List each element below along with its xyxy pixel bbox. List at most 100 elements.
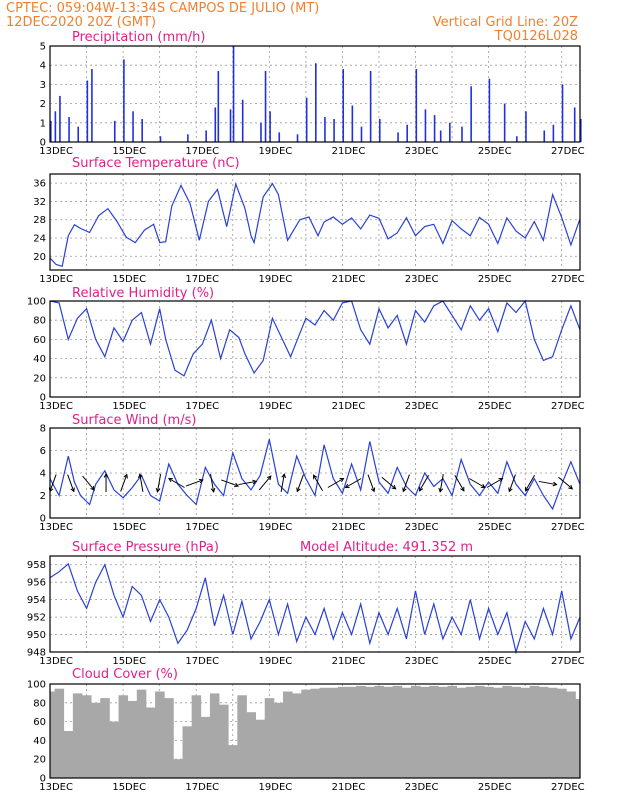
precipitation-bar bbox=[324, 117, 326, 142]
cloud-cover-bar bbox=[81, 695, 92, 778]
wind-arrow-head bbox=[344, 483, 350, 489]
wind-arrow-head bbox=[155, 487, 161, 493]
precipitation-bar bbox=[333, 118, 335, 142]
wind-arrow-head bbox=[438, 487, 444, 493]
pressure-xtick-label: 17DEC bbox=[185, 656, 219, 667]
cloud-cover-bar bbox=[319, 687, 330, 778]
wind-arrow bbox=[67, 474, 75, 492]
wind-xtick-label: 25DEC bbox=[478, 522, 512, 533]
precipitation-bar bbox=[433, 115, 436, 142]
humidity-ytick-label: 100 bbox=[27, 297, 46, 308]
wind-arrow bbox=[209, 474, 215, 492]
wind-arrow bbox=[469, 478, 486, 488]
temp-series-line bbox=[49, 181, 581, 268]
pressure-ytick-label: 948 bbox=[27, 648, 46, 659]
cloud-cover-bar bbox=[127, 700, 138, 778]
wind-arrow-head bbox=[313, 474, 318, 480]
precipitation-bar bbox=[573, 107, 576, 142]
humidity-xtick-label: 19DEC bbox=[259, 401, 293, 412]
pressure-ytick-label: 952 bbox=[27, 613, 46, 624]
wind-xtick-label: 23DEC bbox=[405, 522, 439, 533]
precipitation-bar bbox=[516, 136, 518, 142]
pressure-altitude-note: Model Altitude: 491.352 m bbox=[300, 540, 473, 555]
precip-xtick-label: 15DEC bbox=[112, 146, 146, 157]
humidity-xtick-label: 17DEC bbox=[185, 401, 219, 412]
cloud-cover-bar bbox=[529, 685, 540, 778]
cloud-cover-bar bbox=[155, 691, 165, 778]
cloud-cover-bar bbox=[54, 688, 65, 778]
precipitation-bar bbox=[552, 124, 555, 142]
cloud-cover-bar bbox=[465, 686, 476, 778]
precipitation-bar bbox=[580, 118, 582, 142]
cloud-cover-bar bbox=[337, 686, 348, 778]
wind-arrow-head bbox=[370, 487, 376, 493]
pressure-ytick-label: 950 bbox=[27, 630, 46, 641]
precipitation-bar bbox=[54, 111, 57, 142]
wind-arrow-head bbox=[498, 477, 504, 483]
pressure-ytick-label: 958 bbox=[27, 560, 46, 571]
cloud-ytick-label: 100 bbox=[27, 680, 46, 691]
cloud-frame bbox=[49, 683, 581, 779]
precipitation-bar bbox=[503, 103, 506, 142]
temp-ytick-label: 28 bbox=[33, 215, 46, 226]
cloud-cover-bar bbox=[374, 685, 384, 778]
temp-xtick-label: 27DEC bbox=[551, 274, 585, 285]
temp-xtick-label: 25DEC bbox=[478, 274, 512, 285]
temp-xtick-label: 17DEC bbox=[185, 274, 219, 285]
wind-series-line bbox=[49, 439, 581, 511]
wind-ytick-label: 8 bbox=[40, 424, 46, 435]
precipitation-bar bbox=[86, 80, 89, 142]
cloud-cover-bar bbox=[456, 687, 467, 778]
wind-arrow-head bbox=[198, 478, 204, 484]
cloud-xtick-label: 23DEC bbox=[405, 782, 439, 793]
cloud-cover-bar bbox=[310, 688, 320, 778]
precipitation-bar bbox=[406, 124, 408, 142]
precipitation-bar bbox=[378, 118, 381, 142]
cloud-cover-bar bbox=[164, 698, 174, 778]
precipitation-bar bbox=[241, 99, 244, 142]
cloud-cover-bar bbox=[474, 685, 485, 778]
wind-arrow-head bbox=[234, 482, 240, 488]
temp-ytick-label: 36 bbox=[33, 179, 46, 190]
wind-arrow bbox=[296, 474, 304, 492]
wind-ytick-label: 0 bbox=[40, 514, 46, 525]
wind-arrow-head bbox=[391, 484, 397, 490]
cloud-cover-bar bbox=[566, 691, 576, 778]
header-station: CPTEC: 059:04W-13:34S CAMPOS DE JULIO (M… bbox=[6, 1, 319, 16]
wind-arrow bbox=[238, 480, 257, 486]
cloud-cover-bar bbox=[63, 731, 74, 778]
precipitation-bar bbox=[397, 132, 399, 142]
precip-xtick-label: 19DEC bbox=[259, 146, 293, 157]
precipitation-bar bbox=[561, 84, 564, 142]
temp-ytick-label: 20 bbox=[33, 252, 46, 263]
cloud-cover-bar bbox=[182, 726, 193, 778]
wind-arrow-head bbox=[508, 487, 513, 493]
precip-ytick-label: 4 bbox=[40, 61, 46, 72]
wind-arrow bbox=[367, 474, 375, 492]
humidity-ytick-label: 40 bbox=[33, 354, 46, 365]
precip-ytick-label: 5 bbox=[40, 42, 46, 53]
humidity-xtick-label: 21DEC bbox=[332, 401, 366, 412]
precip-ytick-label: 3 bbox=[40, 80, 46, 91]
wind-arrow-head bbox=[296, 487, 301, 493]
cloud-cover-bar bbox=[283, 691, 293, 778]
precipitation-bar bbox=[187, 134, 189, 142]
pressure-ytick-label: 956 bbox=[27, 578, 46, 589]
cloud-cover-bar bbox=[484, 686, 494, 778]
precipitation-bar bbox=[525, 111, 527, 142]
cloud-cover-bar bbox=[548, 687, 558, 778]
pressure-series-line bbox=[49, 562, 581, 655]
precipitation-bar bbox=[296, 134, 299, 142]
wind-arrow-head bbox=[339, 477, 345, 483]
wind-arrow-head bbox=[252, 479, 258, 485]
cloud-cover-bar bbox=[392, 685, 403, 778]
cloud-ytick-label: 0 bbox=[40, 774, 46, 785]
wind-xtick-label: 17DEC bbox=[185, 522, 219, 533]
cloud-xtick-label: 25DEC bbox=[478, 782, 512, 793]
wind-arrow bbox=[139, 474, 144, 492]
cloud-cover-bar bbox=[538, 686, 549, 778]
precipitation-bar bbox=[59, 95, 61, 142]
cloud-xtick-label: 19DEC bbox=[259, 782, 293, 793]
cloud-cover-bar bbox=[520, 687, 531, 778]
wind-arrow bbox=[439, 474, 444, 492]
